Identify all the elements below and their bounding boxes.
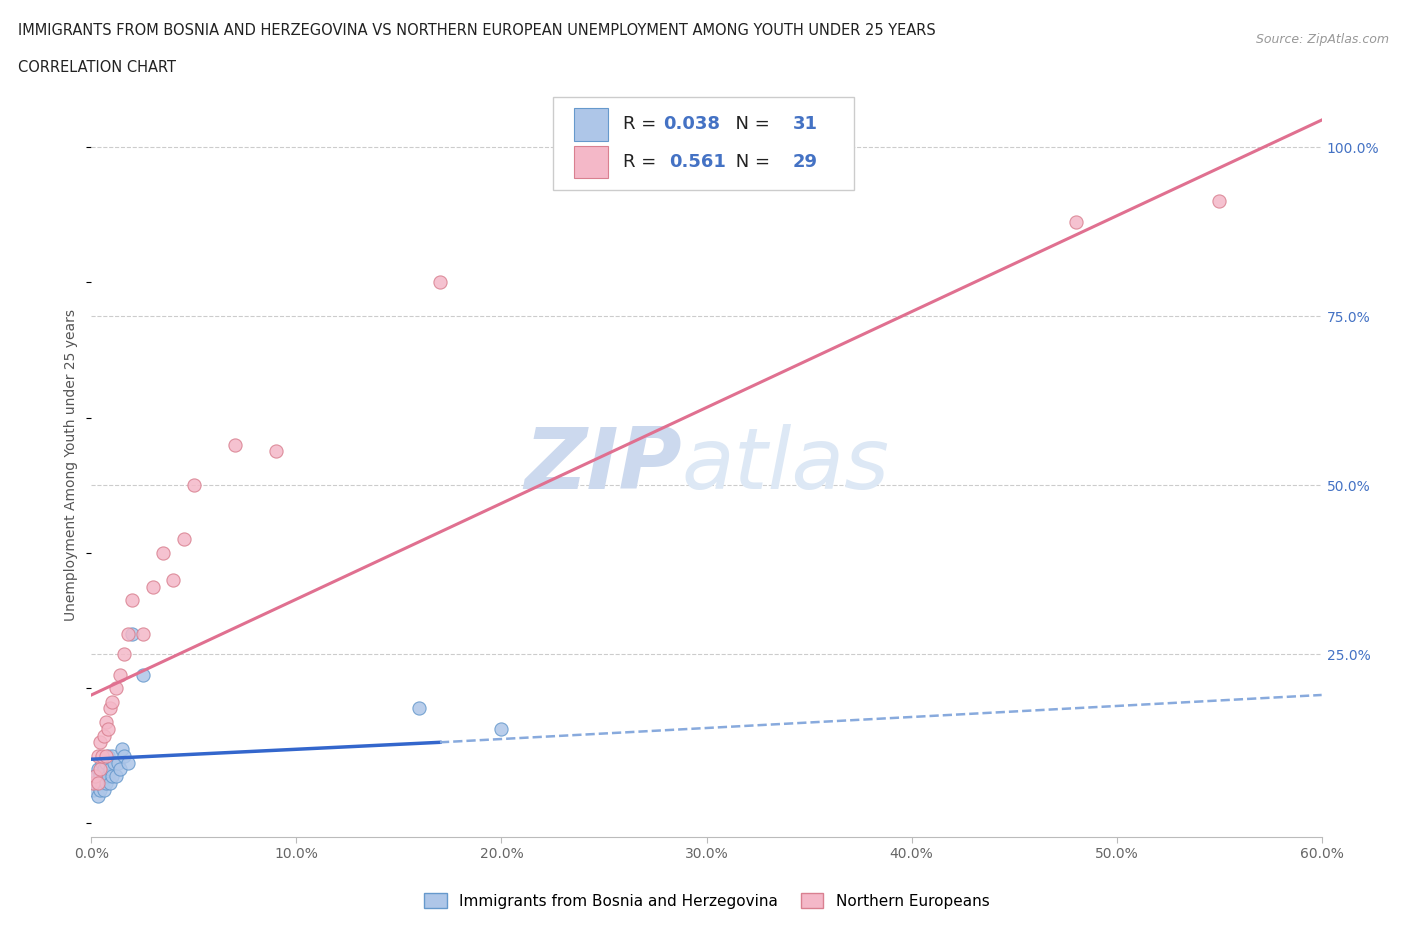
Point bbox=[86, 776, 108, 790]
Point bbox=[224, 437, 246, 452]
Bar bbox=[574, 146, 607, 179]
Point bbox=[117, 755, 139, 770]
Point bbox=[101, 769, 124, 784]
Point bbox=[94, 776, 117, 790]
Text: ZIP: ZIP bbox=[524, 423, 682, 507]
Point bbox=[105, 681, 127, 696]
Point bbox=[90, 776, 112, 790]
Bar bbox=[574, 108, 607, 140]
Point bbox=[98, 762, 121, 777]
Point bbox=[98, 701, 121, 716]
Point bbox=[94, 755, 117, 770]
Point bbox=[429, 275, 451, 290]
Point bbox=[131, 627, 153, 642]
Point bbox=[108, 667, 131, 682]
Point bbox=[101, 749, 124, 764]
Point bbox=[97, 722, 120, 737]
Text: Source: ZipAtlas.com: Source: ZipAtlas.com bbox=[1256, 33, 1389, 46]
Point bbox=[86, 776, 108, 790]
Point bbox=[82, 782, 104, 797]
Point bbox=[97, 769, 120, 784]
Point bbox=[84, 776, 107, 790]
Point bbox=[103, 755, 125, 770]
Point bbox=[89, 762, 111, 777]
Point bbox=[89, 769, 111, 784]
Point bbox=[84, 769, 107, 784]
Point bbox=[173, 532, 195, 547]
Point bbox=[152, 546, 174, 561]
Legend: Immigrants from Bosnia and Herzegovina, Northern Europeans: Immigrants from Bosnia and Herzegovina, … bbox=[418, 886, 995, 915]
Point bbox=[90, 749, 112, 764]
Text: R =: R = bbox=[623, 115, 662, 133]
Point bbox=[86, 762, 108, 777]
Text: N =: N = bbox=[730, 153, 776, 171]
Point bbox=[93, 728, 115, 743]
Text: N =: N = bbox=[724, 115, 775, 133]
Point bbox=[1064, 214, 1087, 229]
Point bbox=[131, 667, 153, 682]
Point bbox=[112, 749, 135, 764]
Text: 31: 31 bbox=[793, 115, 818, 133]
Point bbox=[121, 592, 143, 607]
Point bbox=[112, 647, 135, 662]
Point bbox=[93, 762, 115, 777]
Point bbox=[97, 749, 120, 764]
Point bbox=[84, 769, 107, 784]
Point bbox=[86, 789, 108, 804]
Point bbox=[142, 579, 165, 594]
Point bbox=[101, 695, 124, 710]
Point bbox=[94, 749, 117, 764]
Point bbox=[86, 749, 108, 764]
Point bbox=[408, 701, 430, 716]
Point bbox=[1208, 193, 1230, 208]
Text: CORRELATION CHART: CORRELATION CHART bbox=[18, 60, 176, 74]
Text: 29: 29 bbox=[793, 153, 818, 171]
Point bbox=[117, 627, 139, 642]
Point bbox=[89, 735, 111, 750]
Text: IMMIGRANTS FROM BOSNIA AND HERZEGOVINA VS NORTHERN EUROPEAN UNEMPLOYMENT AMONG Y: IMMIGRANTS FROM BOSNIA AND HERZEGOVINA V… bbox=[18, 23, 936, 38]
Y-axis label: Unemployment Among Youth under 25 years: Unemployment Among Youth under 25 years bbox=[65, 309, 79, 621]
Point bbox=[108, 762, 131, 777]
Point bbox=[491, 722, 513, 737]
Point bbox=[264, 444, 287, 458]
Point bbox=[111, 741, 134, 756]
FancyBboxPatch shape bbox=[553, 97, 853, 190]
Text: atlas: atlas bbox=[682, 423, 890, 507]
Point bbox=[107, 755, 129, 770]
Text: R =: R = bbox=[623, 153, 668, 171]
Point bbox=[93, 782, 115, 797]
Point bbox=[121, 627, 143, 642]
Point bbox=[105, 769, 127, 784]
Point bbox=[90, 755, 112, 770]
Point bbox=[89, 782, 111, 797]
Point bbox=[94, 714, 117, 729]
Point bbox=[98, 776, 121, 790]
Point bbox=[162, 573, 184, 588]
Point bbox=[183, 478, 205, 493]
Text: 0.038: 0.038 bbox=[664, 115, 720, 133]
Point bbox=[82, 776, 104, 790]
Text: 0.561: 0.561 bbox=[669, 153, 727, 171]
